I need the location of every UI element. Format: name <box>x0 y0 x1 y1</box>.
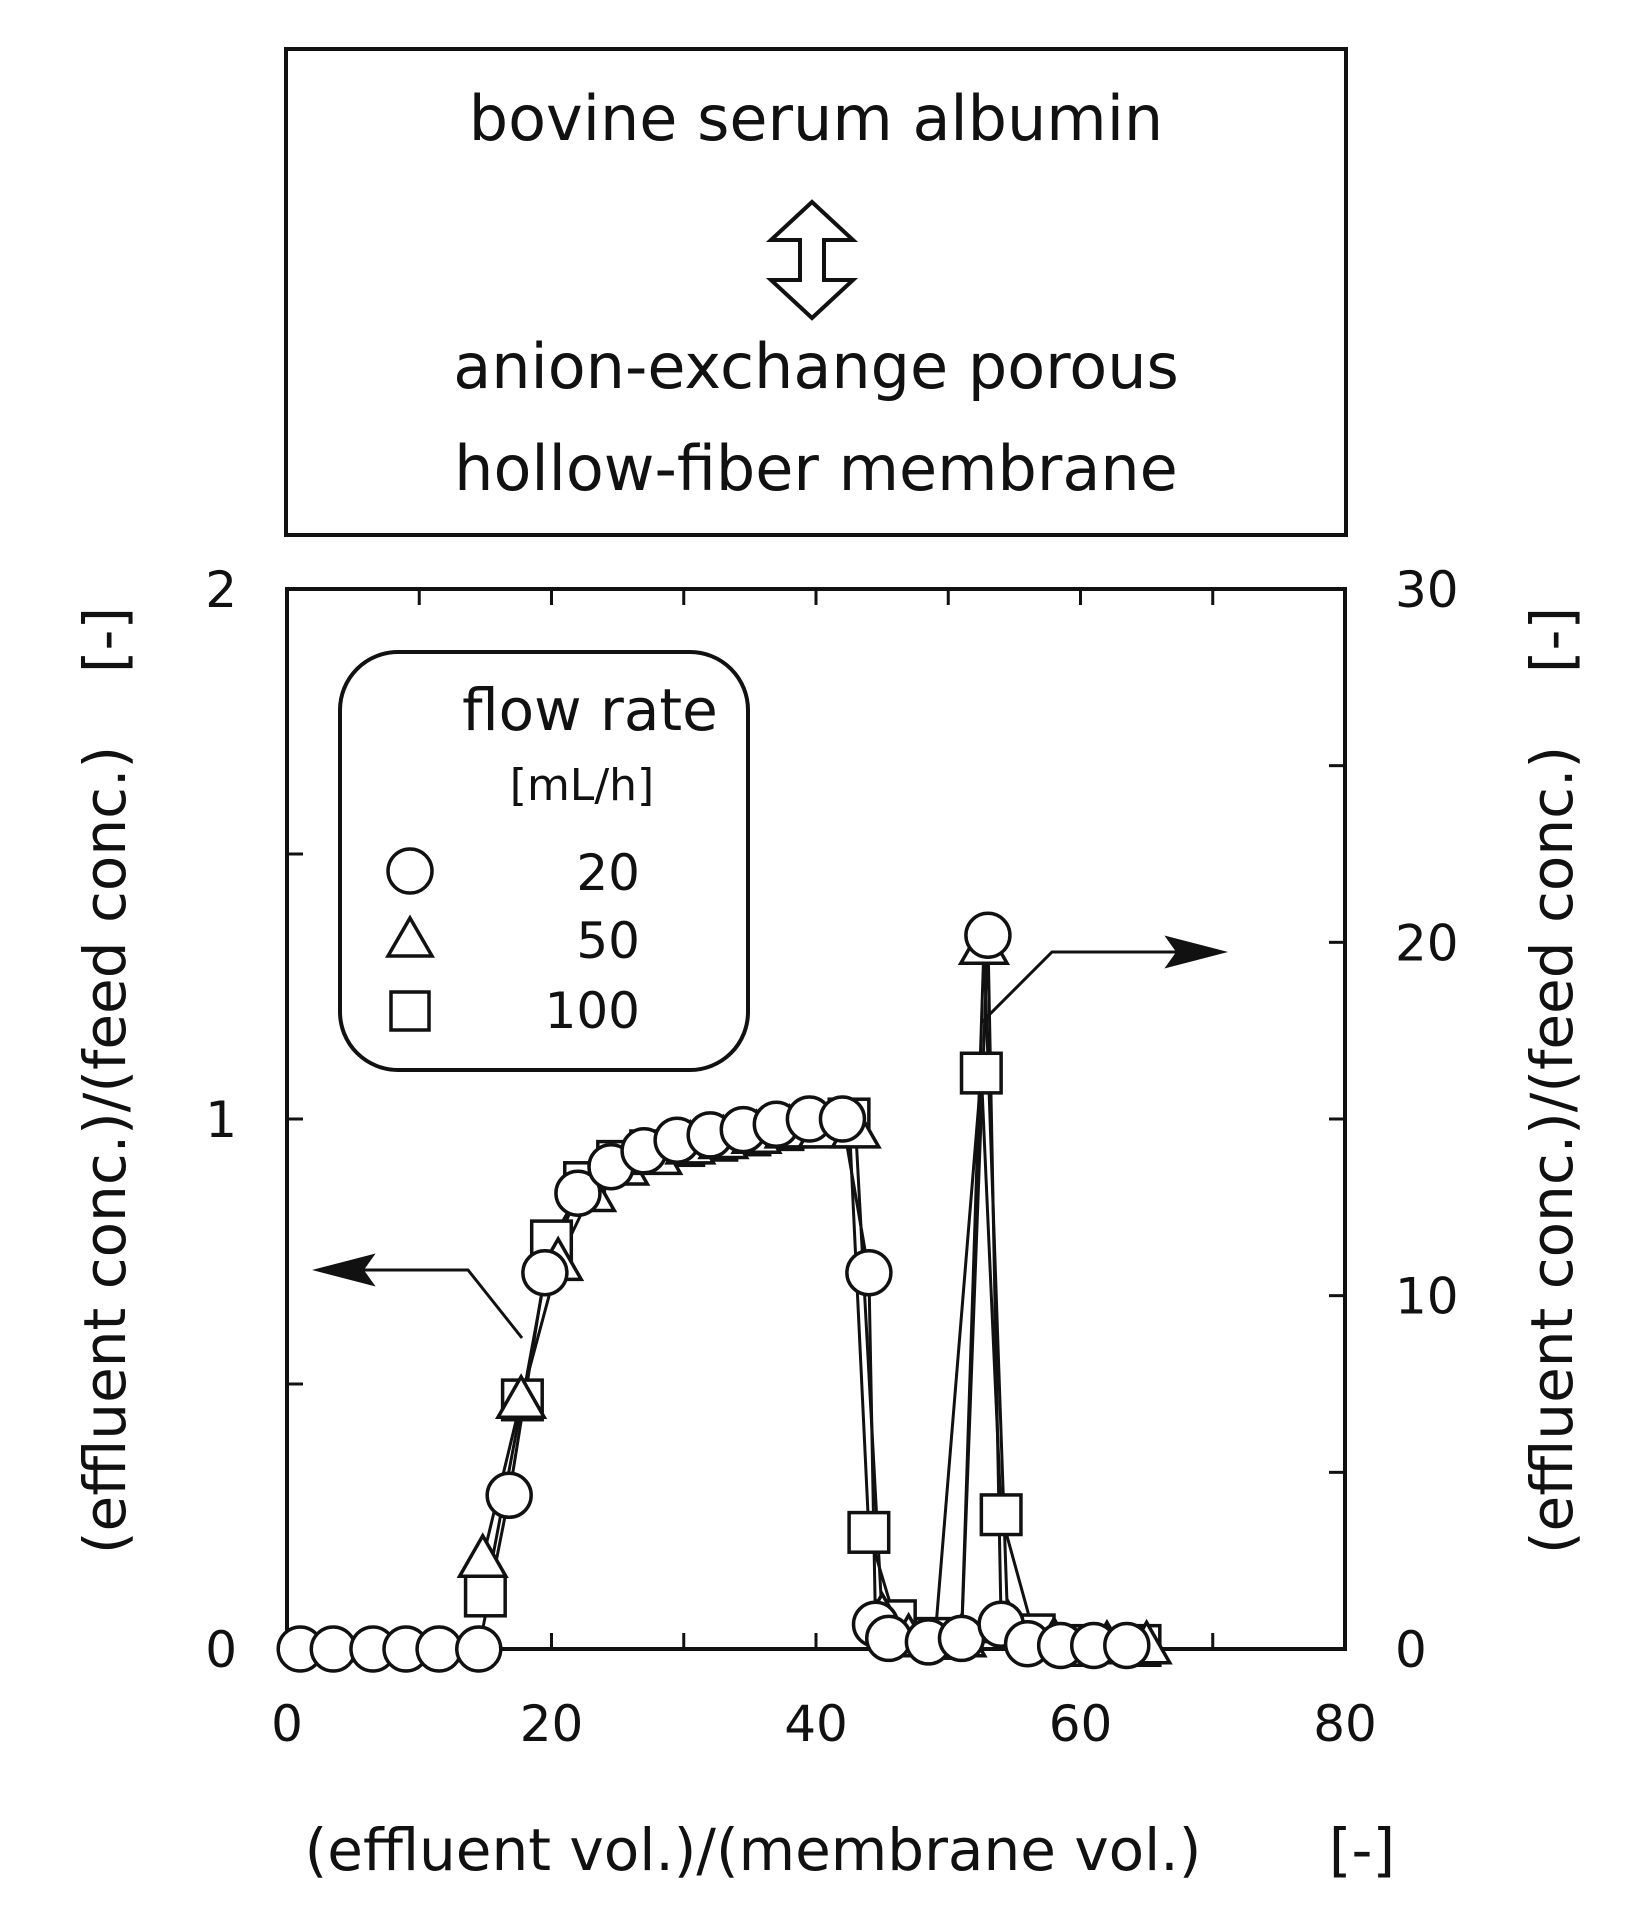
data-point-square-100 <box>463 1574 507 1618</box>
data-point-square-100 <box>979 1493 1023 1537</box>
data-point-circle-20 <box>455 1625 503 1673</box>
legend-circle-icon <box>386 847 434 895</box>
y-left-axis-unit: [-] <box>71 607 139 673</box>
x-axis-unit: [-] <box>1329 1816 1395 1884</box>
data-point-circle-20 <box>818 1095 867 1143</box>
data-point-square-100 <box>847 1510 891 1554</box>
y-left-axis-label: (effluent conc.)/(feed conc.) <box>71 746 139 1554</box>
legend: flow rate [mL/h] 20 50 100 <box>338 650 750 1072</box>
x-tick-label: 0 <box>271 1695 303 1753</box>
legend-triangle-icon <box>384 914 436 958</box>
x-tick-label: 20 <box>520 1695 584 1753</box>
legend-title: flow rate <box>462 676 718 744</box>
y-right-tick-label: 10 <box>1395 1268 1459 1326</box>
x-tick-label: 40 <box>784 1695 848 1753</box>
legend-label-20: 20 <box>576 844 640 902</box>
data-point-square-100 <box>959 1051 1003 1095</box>
left-axis-pointer-arrow <box>312 1253 524 1339</box>
x-tick-label: 80 <box>1313 1695 1377 1753</box>
double-arrow-icon <box>765 199 859 321</box>
legend-label-100: 100 <box>545 982 640 1040</box>
data-point-circle-20 <box>1103 1621 1151 1670</box>
header-line-3: hollow-fiber membrane <box>454 432 1178 505</box>
x-tick-label: 60 <box>1049 1695 1113 1753</box>
data-point-circle-20 <box>937 1614 986 1663</box>
y-right-axis-label: (effluent conc.)/(feed conc.) <box>1518 746 1586 1554</box>
data-point-circle-20 <box>964 911 1012 960</box>
y-left-tick-label: 1 <box>205 1091 237 1149</box>
legend-label-50: 50 <box>576 912 640 970</box>
legend-unit: [mL/h] <box>510 760 654 811</box>
y-left-tick-label: 0 <box>205 1621 237 1679</box>
legend-square-icon <box>389 990 431 1032</box>
data-point-circle-20 <box>521 1248 569 1297</box>
data-point-circle-20 <box>554 1169 602 1217</box>
x-axis-label: (effluent vol.)/(membrane vol.) <box>305 1816 1202 1884</box>
data-point-circle-20 <box>845 1248 893 1297</box>
data-point-triangle-50 <box>494 1373 548 1419</box>
legend-box <box>338 650 750 1072</box>
header-line-1: bovine serum albumin <box>469 82 1163 155</box>
data-point-circle-20 <box>864 1614 913 1663</box>
y-right-tick-label: 30 <box>1395 561 1459 619</box>
header-line-2: anion-exchange porous <box>453 330 1179 403</box>
series-line-100 <box>483 1072 1141 1647</box>
series-markers <box>276 911 1173 1673</box>
data-point-circle-20 <box>415 1625 463 1673</box>
y-right-axis-unit: [-] <box>1518 607 1586 673</box>
y-left-tick-label: 2 <box>205 561 237 619</box>
y-right-tick-label: 20 <box>1395 914 1459 972</box>
data-point-circle-20 <box>485 1471 533 1520</box>
y-right-tick-label: 0 <box>1395 1621 1427 1679</box>
data-point-circle-20 <box>309 1625 358 1673</box>
right-axis-pointer-arrow <box>980 935 1228 1024</box>
data-point-triangle-50 <box>456 1532 509 1578</box>
